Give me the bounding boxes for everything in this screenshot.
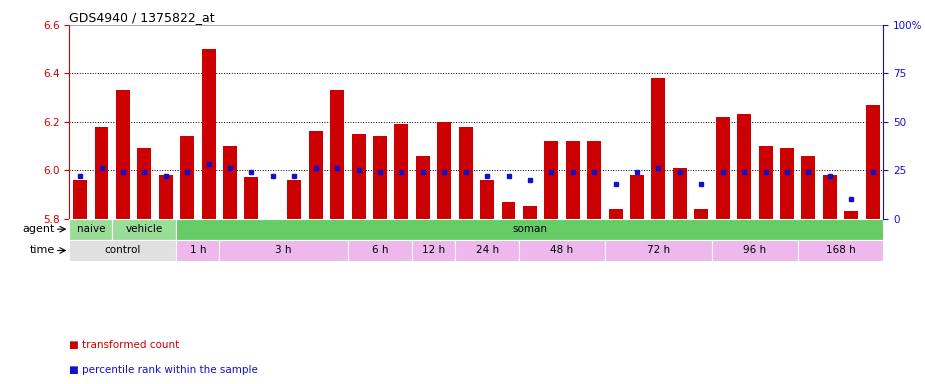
Bar (737, 114, 751, 218)
Bar (177, 240, 219, 261)
Bar (801, 156, 815, 218)
Bar (352, 134, 365, 218)
Bar (394, 124, 408, 218)
Bar (416, 156, 430, 218)
Text: control: control (105, 245, 142, 255)
Bar (823, 175, 837, 218)
Bar (758, 146, 772, 218)
Bar (695, 209, 709, 218)
Bar (138, 148, 152, 218)
Bar (73, 180, 87, 218)
Bar (672, 168, 687, 218)
Bar (780, 148, 794, 218)
Bar (866, 105, 880, 218)
Bar (566, 141, 580, 218)
Bar (330, 90, 344, 218)
Bar (609, 209, 623, 218)
Bar (265, 218, 280, 274)
Bar (630, 175, 644, 218)
Text: ■ transformed count: ■ transformed count (69, 340, 179, 350)
Bar (219, 240, 348, 261)
Text: agent: agent (22, 224, 55, 234)
Bar (116, 90, 130, 218)
Text: 24 h: 24 h (475, 245, 499, 255)
Bar (797, 240, 883, 261)
Bar (480, 180, 494, 218)
Bar (845, 211, 858, 218)
Bar (69, 218, 112, 240)
Text: naive: naive (77, 224, 105, 234)
Bar (177, 218, 883, 240)
Bar (716, 117, 730, 218)
Bar (202, 49, 216, 218)
Bar (180, 136, 194, 218)
Text: 3 h: 3 h (276, 245, 291, 255)
Text: 1 h: 1 h (190, 245, 206, 255)
Bar (244, 177, 258, 218)
Bar (159, 175, 173, 218)
Bar (519, 240, 605, 261)
Bar (69, 240, 177, 261)
Text: ■ percentile rank within the sample: ■ percentile rank within the sample (69, 365, 258, 375)
Bar (94, 127, 108, 218)
Text: 168 h: 168 h (826, 245, 856, 255)
Bar (459, 127, 473, 218)
Bar (651, 78, 665, 218)
Bar (438, 122, 451, 218)
Bar (413, 240, 455, 261)
Bar (455, 240, 519, 261)
Bar (348, 240, 413, 261)
Text: 72 h: 72 h (647, 245, 670, 255)
Bar (587, 141, 601, 218)
Text: 48 h: 48 h (550, 245, 574, 255)
Bar (605, 240, 712, 261)
Bar (523, 207, 536, 218)
Text: soman: soman (512, 224, 548, 234)
Bar (288, 180, 302, 218)
Bar (373, 136, 387, 218)
Bar (501, 202, 515, 218)
Text: 12 h: 12 h (422, 245, 445, 255)
Bar (223, 146, 237, 218)
Text: 96 h: 96 h (744, 245, 767, 255)
Text: GDS4940 / 1375822_at: GDS4940 / 1375822_at (69, 11, 215, 24)
Bar (112, 218, 177, 240)
Bar (309, 131, 323, 218)
Text: time: time (30, 245, 55, 255)
Text: 6 h: 6 h (372, 245, 388, 255)
Text: vehicle: vehicle (126, 224, 163, 234)
Bar (545, 141, 559, 218)
Bar (712, 240, 797, 261)
